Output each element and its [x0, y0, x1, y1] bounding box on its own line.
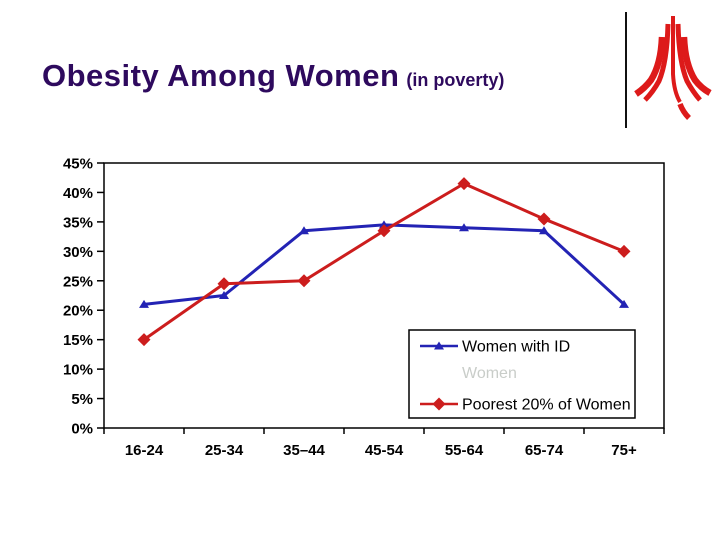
diamond-marker	[617, 244, 631, 258]
x-category-label: 25-34	[205, 442, 244, 459]
plot-frame	[103, 162, 665, 429]
legend-label: Women with ID	[462, 339, 570, 356]
diamond-marker	[137, 333, 151, 347]
obesity-line-chart: 0% 5% 10% 15% 20% 25% 30% 35% 40% 45% 16-24 25-34 35…	[63, 156, 665, 459]
y-tick-label: 0%	[71, 421, 93, 438]
triangle-marker	[219, 291, 229, 299]
diamond-marker	[432, 397, 446, 411]
legend-label: Poorest 20% of Women	[462, 397, 631, 414]
y-tick-label: 10%	[63, 362, 93, 379]
y-tick-label: 15%	[63, 332, 93, 349]
y-tick-label: 40%	[63, 185, 93, 202]
triangle-marker	[619, 299, 629, 308]
slide-title: Obesity Among Women (in poverty)	[42, 58, 622, 94]
triangle-marker	[539, 226, 549, 235]
triangle-marker	[299, 226, 309, 235]
diamond-marker	[297, 274, 311, 288]
triangle-marker	[434, 341, 444, 350]
chart-legend: Women with ID Poorest 20% of Women Women	[408, 329, 636, 419]
triangle-marker	[139, 299, 149, 308]
diamond-marker	[457, 177, 471, 191]
y-tick-label: 35%	[63, 214, 93, 231]
x-category-label: 65-74	[525, 442, 564, 459]
y-tick-label: 25%	[63, 273, 93, 290]
legend-ghost-label: Women	[462, 365, 517, 382]
diamond-marker	[377, 224, 391, 238]
x-category-label: 45-54	[365, 442, 404, 459]
header-divider-line	[625, 12, 627, 128]
triangle-marker	[459, 223, 469, 232]
x-category-label: 55-64	[445, 442, 484, 459]
x-category-label: 35–44	[283, 442, 325, 459]
title-text: Obesity Among Women	[42, 58, 400, 93]
fountain-logo-icon	[634, 16, 712, 120]
diamond-marker	[217, 277, 231, 291]
series-line	[143, 182, 625, 341]
y-tick-label: 45%	[63, 156, 93, 173]
x-category-label: 75+	[611, 442, 637, 459]
title-suffix-text: (in poverty)	[406, 70, 505, 90]
series-poorest-20pct	[137, 177, 631, 347]
y-tick-label: 5%	[71, 391, 93, 408]
y-tick-label: 30%	[63, 244, 93, 261]
y-tick-label: 20%	[63, 303, 93, 320]
x-category-label: 16-24	[125, 442, 164, 459]
diamond-marker	[537, 212, 551, 226]
